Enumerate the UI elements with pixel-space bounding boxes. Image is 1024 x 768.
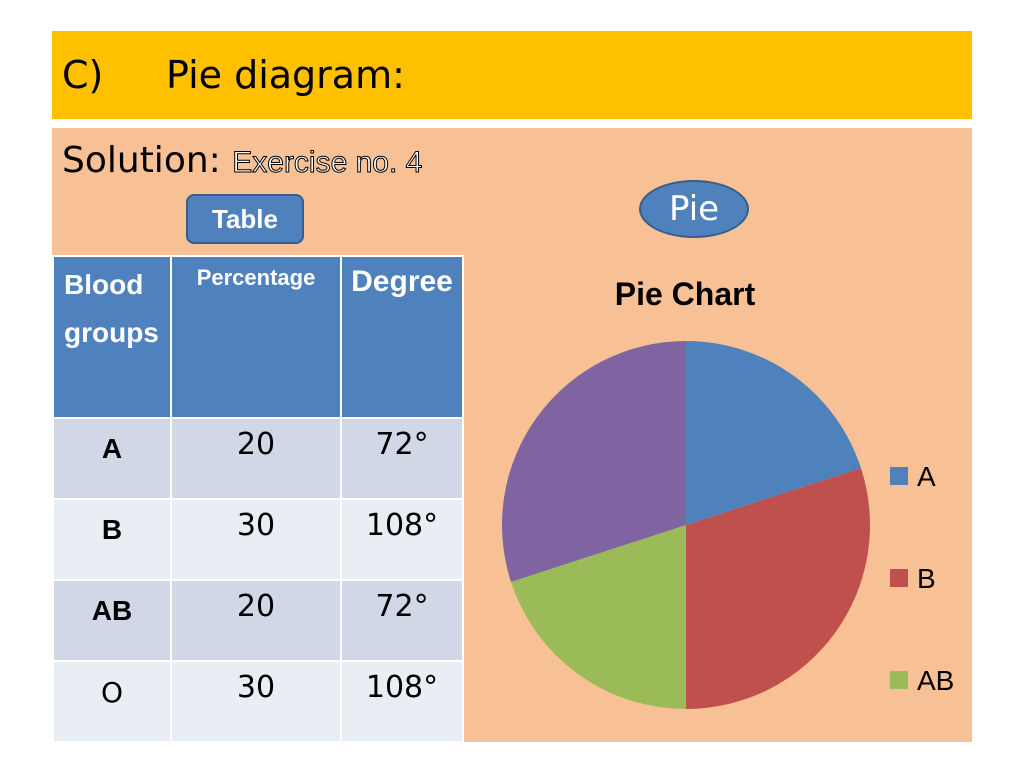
cell-percentage: 20: [170, 579, 342, 662]
pie-slice-a: [686, 341, 861, 525]
exercise-label: Exercise no. 4: [232, 146, 423, 180]
cell-degree: 72°: [340, 417, 464, 500]
solution-heading: Solution: Exercise no. 4: [62, 140, 423, 181]
cell-percentage: 30: [170, 660, 342, 743]
legend-swatch-ab: [890, 671, 908, 689]
table-row: B 30 108°: [52, 498, 464, 581]
pie-slice-o: [502, 341, 686, 582]
cell-degree: 108°: [340, 660, 464, 743]
cell-group: A: [52, 417, 172, 500]
cell-group: B: [52, 498, 172, 581]
cell-percentage: 20: [170, 417, 342, 500]
header-blood-groups: Blood groups: [52, 255, 172, 419]
cell-group: AB: [52, 579, 172, 662]
pie-slices: [502, 341, 870, 709]
pie-slice-ab: [511, 525, 686, 709]
chart-title: Pie Chart: [615, 276, 756, 312]
legend-swatch-a: [890, 467, 908, 485]
page-title: Pie diagram:: [166, 53, 405, 97]
pie-chart: Pie Chart ABABO: [502, 276, 954, 709]
header-percentage: Percentage: [170, 255, 342, 419]
table-row: O 30 108°: [52, 660, 464, 743]
chart-legend: ABABO: [890, 461, 954, 696]
cell-degree: 72°: [340, 579, 464, 662]
cell-group: O: [52, 660, 172, 743]
solution-label: Solution:: [62, 140, 221, 181]
table-row: AB 20 72°: [52, 579, 464, 662]
cell-percentage: 30: [170, 498, 342, 581]
pie-slice-b: [686, 468, 870, 709]
table-row: A 20 72°: [52, 417, 464, 500]
table-header-row: Blood groups Percentage Degree: [52, 255, 464, 419]
blood-group-table: Blood groups Percentage Degree A 20 72° …: [52, 255, 464, 743]
content-panel: Solution: Exercise no. 4 Table Pie Blood…: [52, 128, 972, 743]
legend-label-ab: AB: [917, 665, 954, 696]
pie-button[interactable]: Pie: [639, 180, 749, 238]
cell-degree: 108°: [340, 498, 464, 581]
table-button[interactable]: Table: [186, 194, 304, 244]
title-bar: C) Pie diagram:: [52, 31, 972, 119]
legend-label-a: A: [917, 461, 936, 492]
section-letter: C): [62, 53, 104, 97]
header-degree: Degree: [340, 255, 464, 419]
legend-swatch-b: [890, 569, 908, 587]
legend-label-b: B: [917, 563, 936, 594]
